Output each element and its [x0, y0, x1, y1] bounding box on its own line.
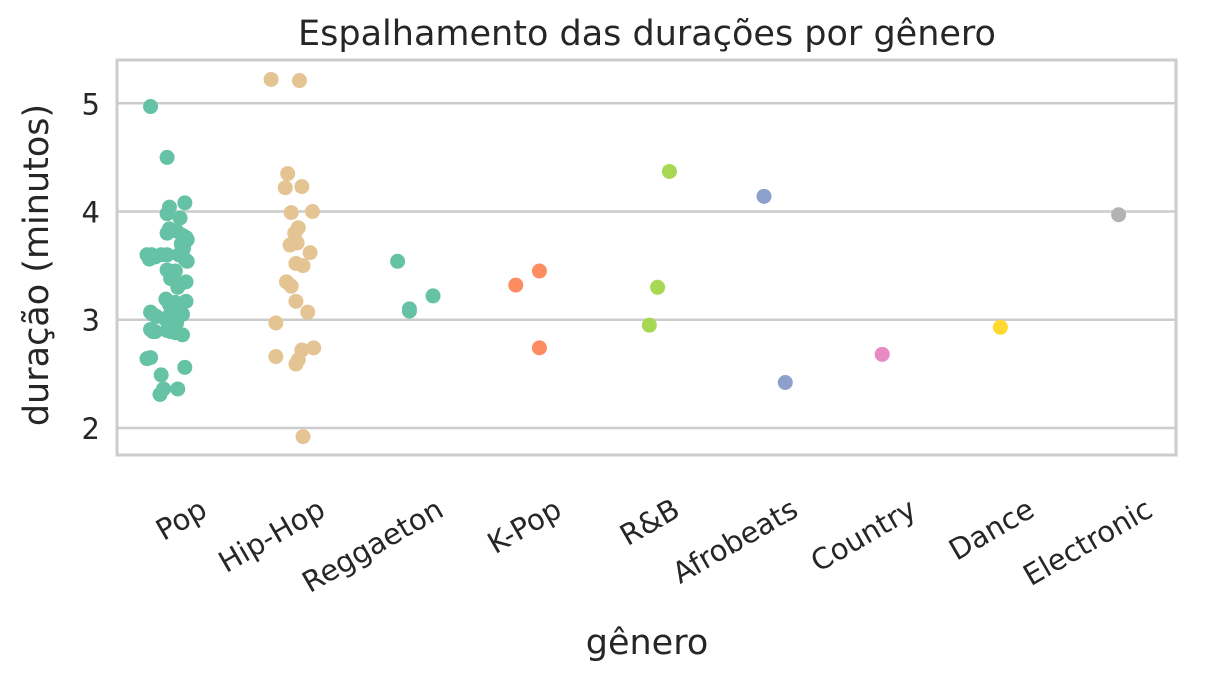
data-point: [282, 237, 298, 253]
data-point: [141, 251, 157, 267]
x-tick-label: Country: [805, 492, 922, 579]
data-point: [170, 381, 186, 397]
data-point: [159, 225, 175, 241]
data-point: [508, 277, 524, 293]
grid-lines: [117, 102, 1176, 430]
data-point: [283, 205, 299, 221]
data-point: [874, 346, 890, 362]
x-tick-label: Afrobeats: [667, 492, 804, 591]
data-point: [756, 188, 772, 204]
data-point: [425, 288, 441, 304]
x-tick-label: R&B: [614, 492, 685, 553]
data-point: [268, 349, 284, 365]
data-point: [143, 350, 159, 366]
data-point: [283, 278, 299, 294]
y-tick-label: 4: [82, 196, 100, 230]
data-point: [661, 163, 677, 179]
data-point: [263, 71, 279, 87]
y-tick-label: 2: [82, 412, 100, 446]
data-point: [291, 73, 307, 89]
data-point: [268, 315, 284, 331]
data-point: [147, 324, 163, 340]
data-point: [531, 263, 547, 279]
data-point: [531, 340, 547, 356]
data-points: [139, 71, 1127, 445]
data-point: [777, 374, 793, 390]
data-point: [179, 253, 195, 269]
data-point: [1111, 207, 1127, 223]
data-point: [300, 304, 316, 320]
data-point: [177, 359, 193, 375]
data-point: [304, 204, 320, 220]
chart-title: Espalhamento das durações por gênero: [298, 14, 996, 54]
x-tick-label: K-Pop: [482, 492, 567, 561]
data-point: [288, 293, 304, 309]
data-point: [152, 386, 168, 402]
data-point: [992, 319, 1008, 335]
data-point: [159, 149, 175, 165]
x-axis-label: gênero: [586, 623, 709, 663]
data-point: [650, 279, 666, 295]
data-point: [390, 253, 406, 269]
data-point: [295, 429, 311, 445]
data-point: [641, 317, 657, 333]
data-point: [177, 195, 193, 211]
data-point: [172, 210, 188, 226]
data-point: [288, 356, 304, 372]
data-point: [277, 180, 293, 196]
data-point: [294, 179, 310, 195]
data-point: [302, 245, 318, 261]
data-point: [280, 166, 296, 182]
plot-frame: [115, 58, 1178, 457]
data-point: [170, 279, 186, 295]
data-point: [143, 99, 159, 115]
y-tick-labels: 2 3 4 5: [82, 87, 100, 446]
x-tick-label: Electronic: [1017, 492, 1158, 593]
data-point: [159, 247, 175, 263]
data-point: [159, 206, 175, 222]
data-point: [174, 327, 190, 343]
x-tick-label: Dance: [943, 492, 1040, 568]
y-tick-label: 3: [82, 304, 100, 338]
data-point: [401, 303, 417, 319]
data-point: [306, 340, 322, 356]
y-axis-label: duração (minutos): [17, 104, 57, 426]
data-point: [153, 367, 169, 383]
y-tick-label: 5: [82, 87, 100, 121]
x-tick-label: Pop: [150, 492, 213, 548]
data-point: [295, 258, 311, 274]
